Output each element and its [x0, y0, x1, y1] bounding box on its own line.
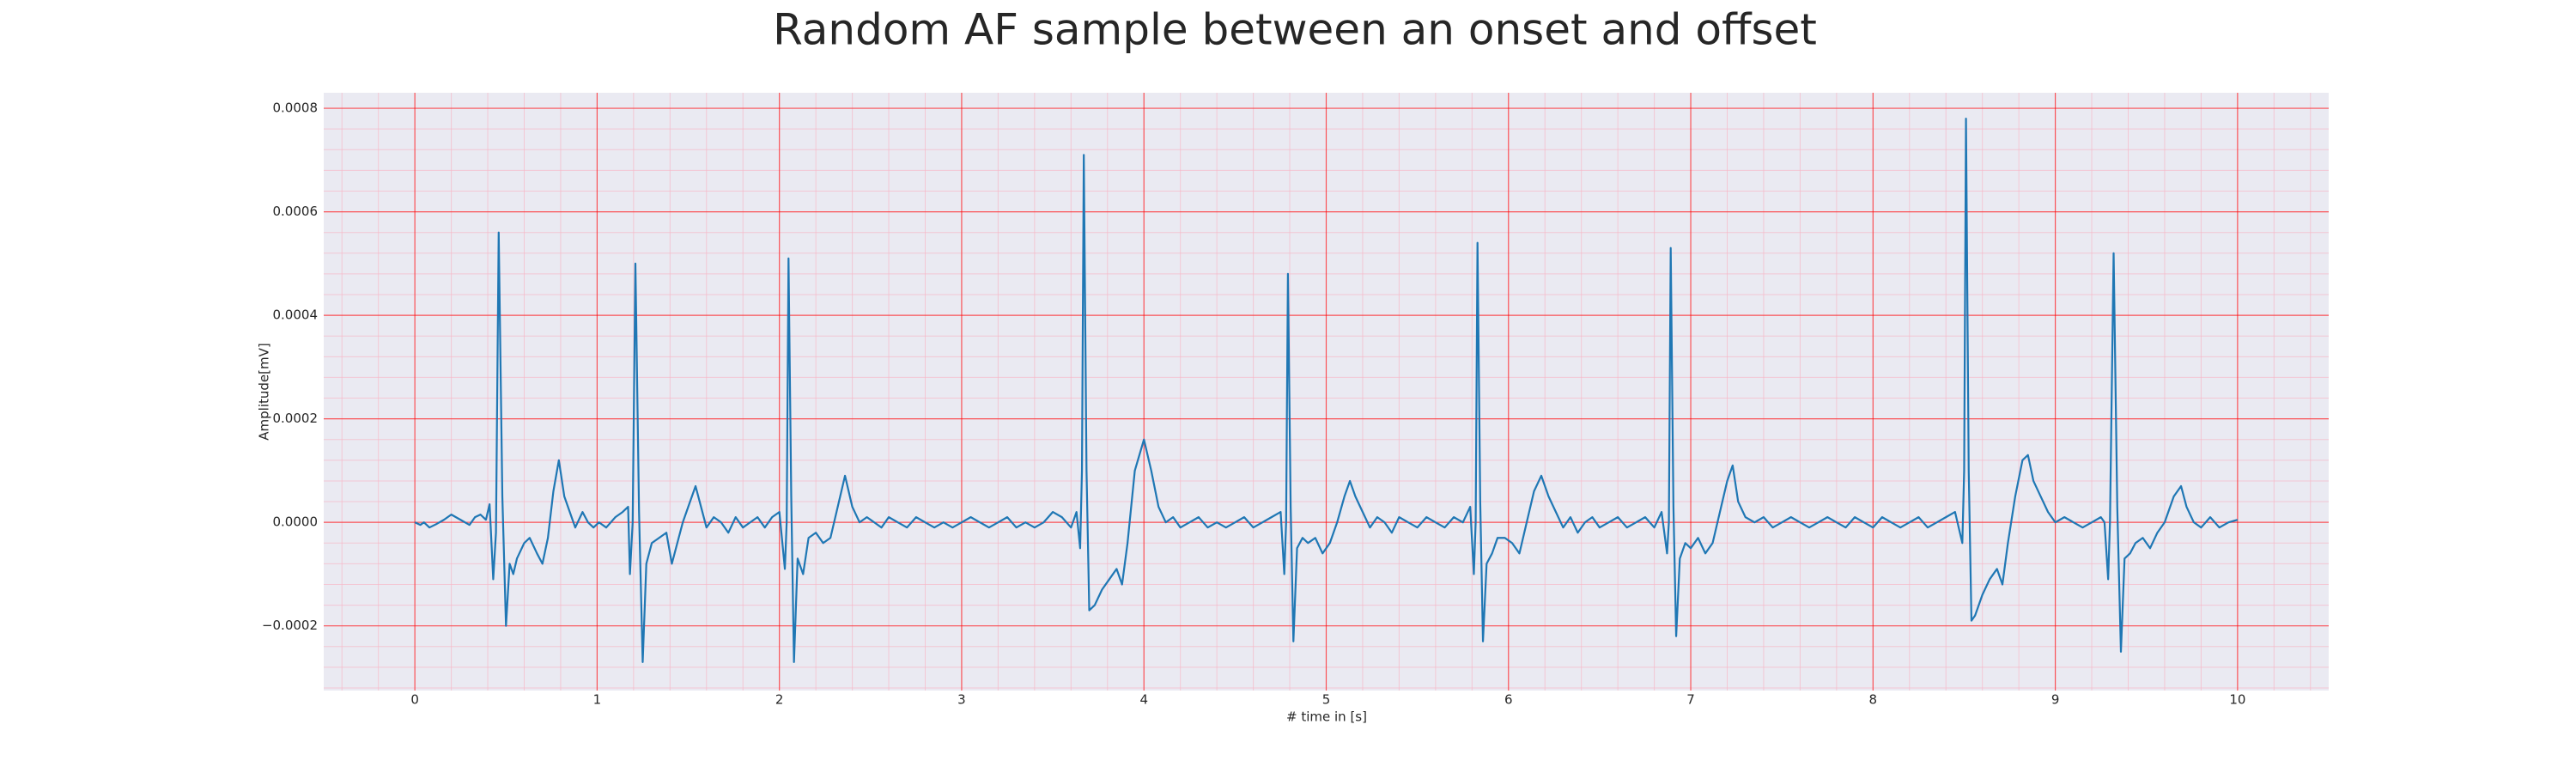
y-tick-label: 0.0002	[273, 411, 319, 426]
y-tick-label: 0.0008	[273, 100, 319, 116]
major-grid	[324, 93, 2329, 691]
signal-line	[414, 118, 2239, 663]
y-tick-label: 0.0006	[273, 204, 319, 219]
labels: 0 1 2 3 4 5 6 7 8 9 10 −0.0002 0.0000 0.0002 0.0004 0.0…	[262, 100, 2245, 708]
x-tick-label: 9	[2051, 692, 2060, 708]
marks	[414, 118, 2239, 663]
chart-title: Random AF sample between an onset and of…	[773, 5, 1817, 55]
x-tick-label: 8	[1869, 692, 1878, 708]
x-tick-label: 7	[1686, 692, 1695, 708]
y-axis-label: Amplitude[mV]	[257, 343, 272, 440]
x-tick-label: 6	[1504, 692, 1513, 708]
x-tick-label: 1	[593, 692, 602, 708]
x-tick-label: 0	[410, 692, 419, 708]
y-tick-label: 0.0000	[273, 514, 319, 530]
x-axis-label: # time in [s]	[1286, 709, 1367, 725]
x-tick-label: 5	[1322, 692, 1331, 708]
y-tick-label: 0.0004	[273, 307, 319, 323]
x-tick-label: 10	[2229, 692, 2245, 708]
x-tick-label: 2	[775, 692, 784, 708]
y-tick-label: −0.0002	[262, 618, 318, 633]
x-tick-label: 4	[1139, 692, 1148, 708]
x-tick-label: 3	[957, 692, 966, 708]
